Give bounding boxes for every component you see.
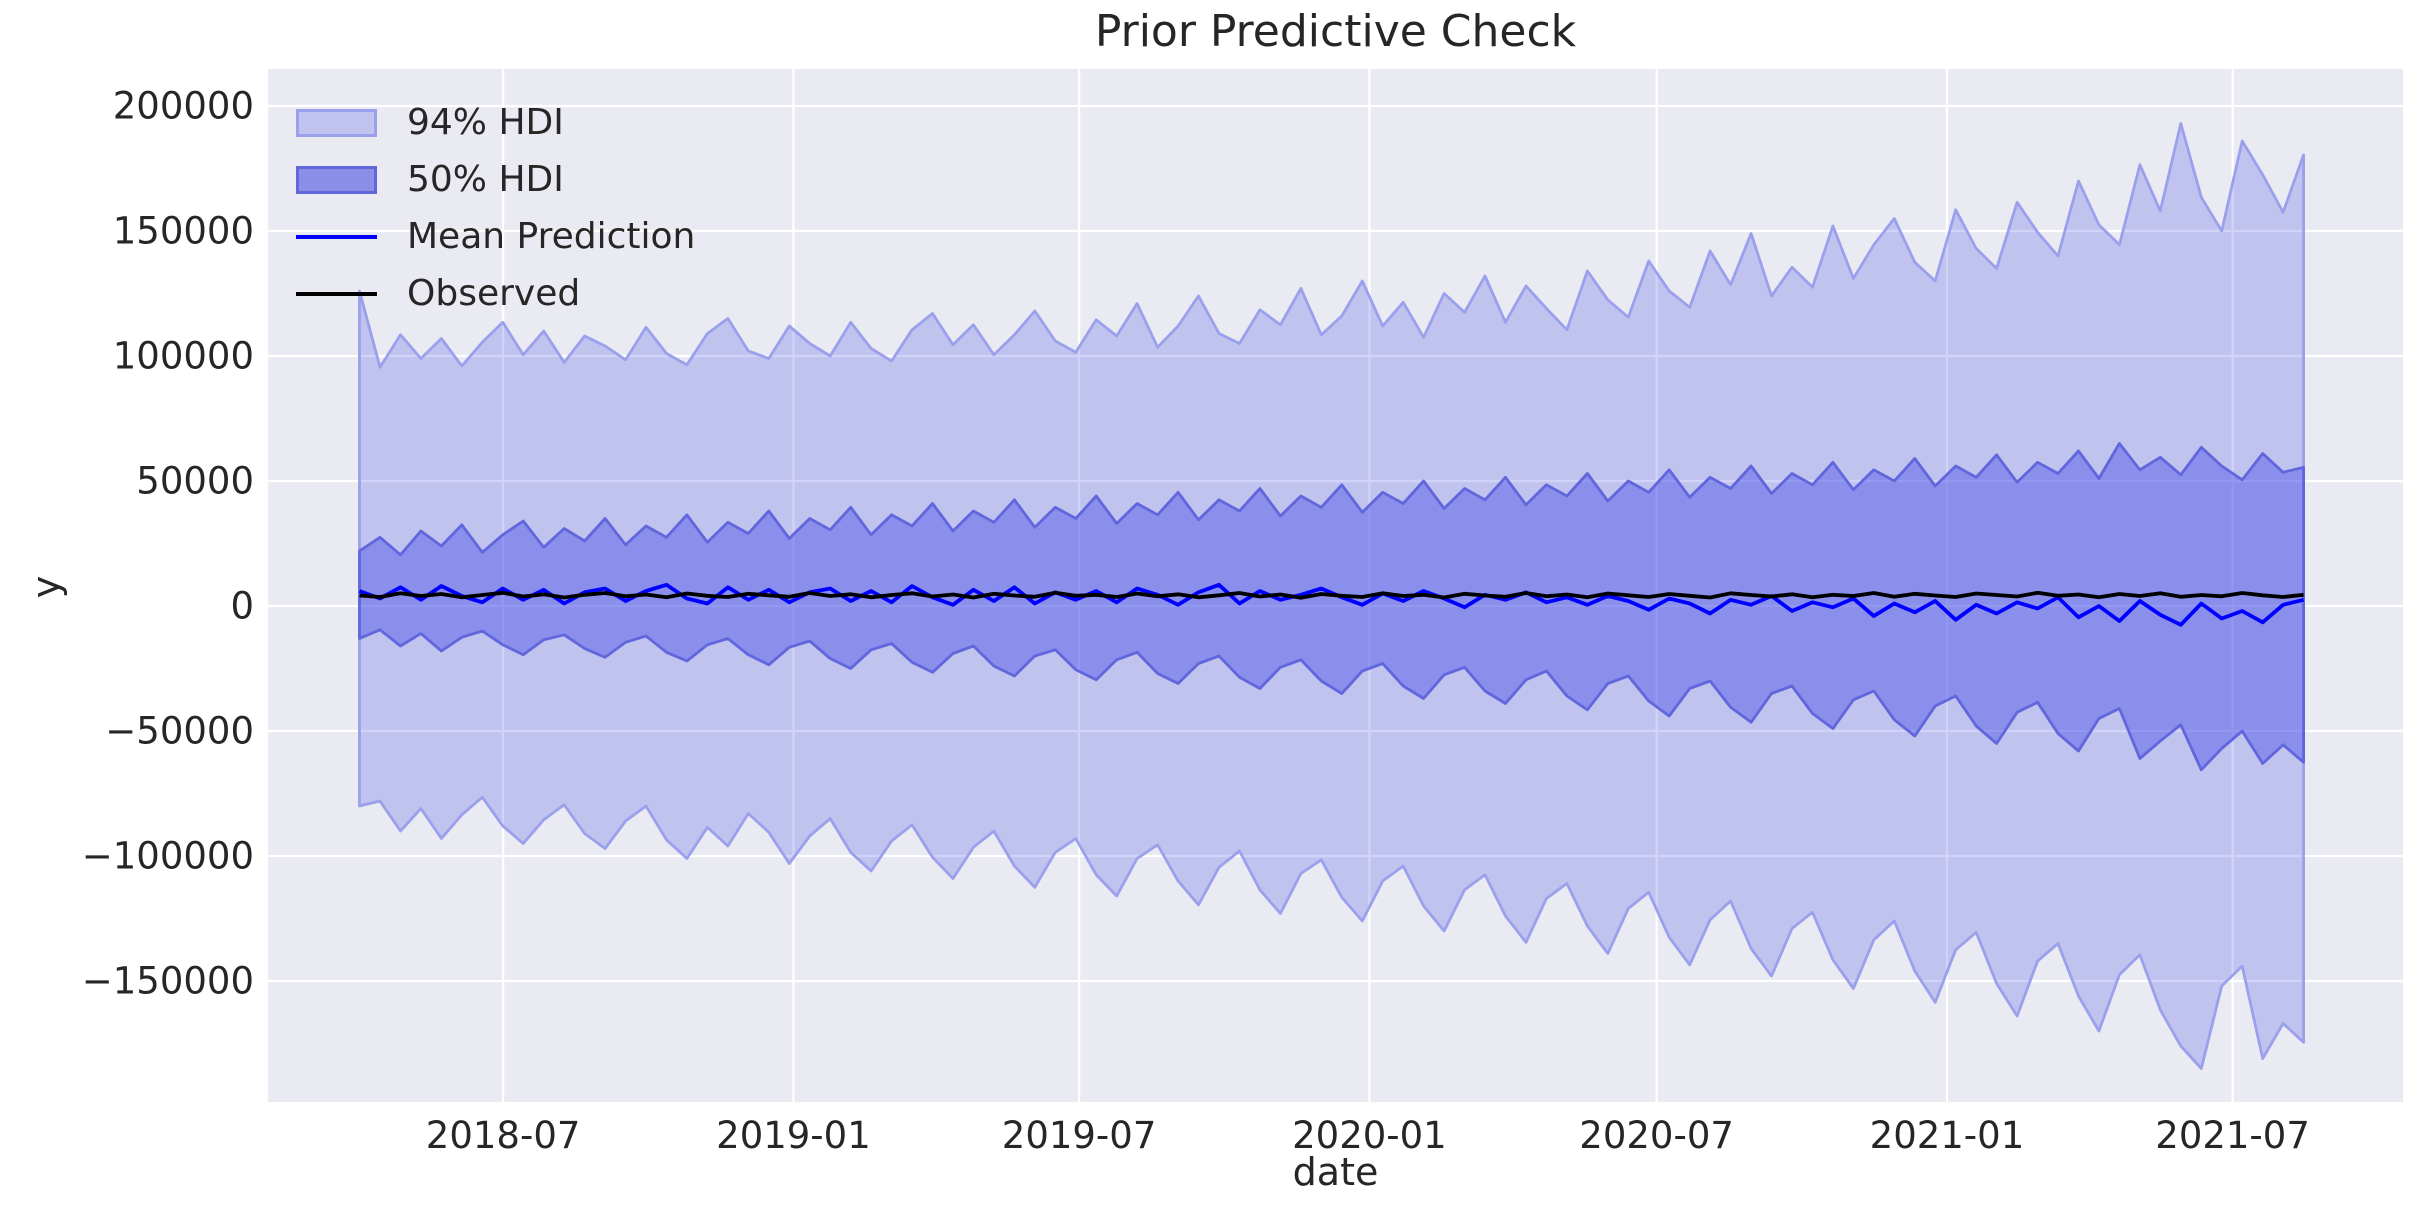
y-tick-50000: 50000 <box>136 459 254 503</box>
x-tick-2019-01: 2019-01 <box>716 1114 871 1157</box>
chart-title: Prior Predictive Check <box>1094 6 1577 57</box>
hdi-50-swatch <box>296 165 377 194</box>
observed-line <box>359 590 2304 600</box>
x-tick-2021-01: 2021-01 <box>1869 1114 2025 1157</box>
x-tick-2020-01: 2020-01 <box>1292 1114 1447 1157</box>
x-tick-2019-07: 2019-07 <box>1001 1114 1157 1157</box>
x-tick-2020-07: 2020-07 <box>1579 1114 1734 1157</box>
legend-item-50-hdi: 50% HDI <box>296 151 695 208</box>
y-tick-200000: 200000 <box>112 84 254 128</box>
legend: 94% HDI 50% HDI Mean Prediction Observed <box>296 94 695 322</box>
axes-background <box>268 69 2403 1102</box>
legend-label-50-hdi: 50% HDI <box>407 158 564 200</box>
mean-prediction-line-swatch <box>296 234 377 239</box>
x-tick-2018-07: 2018-07 <box>425 1114 581 1157</box>
legend-item-mean-prediction: Mean Prediction <box>296 208 695 265</box>
hdi-50-band <box>358 442 2305 772</box>
legend-item-94-hdi: 94% HDI <box>296 94 695 151</box>
legend-item-observed: Observed <box>296 265 695 322</box>
y-tick-150000: 150000 <box>112 209 254 253</box>
y-tick-−100000: −100000 <box>81 834 254 878</box>
legend-label-mean-prediction: Mean Prediction <box>407 215 696 257</box>
y-tick-−150000: −150000 <box>81 959 254 1003</box>
mean-prediction-line <box>358 582 2305 627</box>
x-axis-label: date <box>1292 1150 1379 1194</box>
legend-label-observed: Observed <box>407 272 581 314</box>
y-tick-0: 0 <box>230 584 254 628</box>
hdi-94-swatch <box>296 108 377 137</box>
x-tick-2021-07: 2021-07 <box>2155 1114 2310 1157</box>
y-tick-100000: 100000 <box>112 334 254 378</box>
observed-line-swatch <box>296 291 377 296</box>
y-tick-−50000: −50000 <box>105 709 254 753</box>
legend-label-94-hdi: 94% HDI <box>407 101 564 143</box>
